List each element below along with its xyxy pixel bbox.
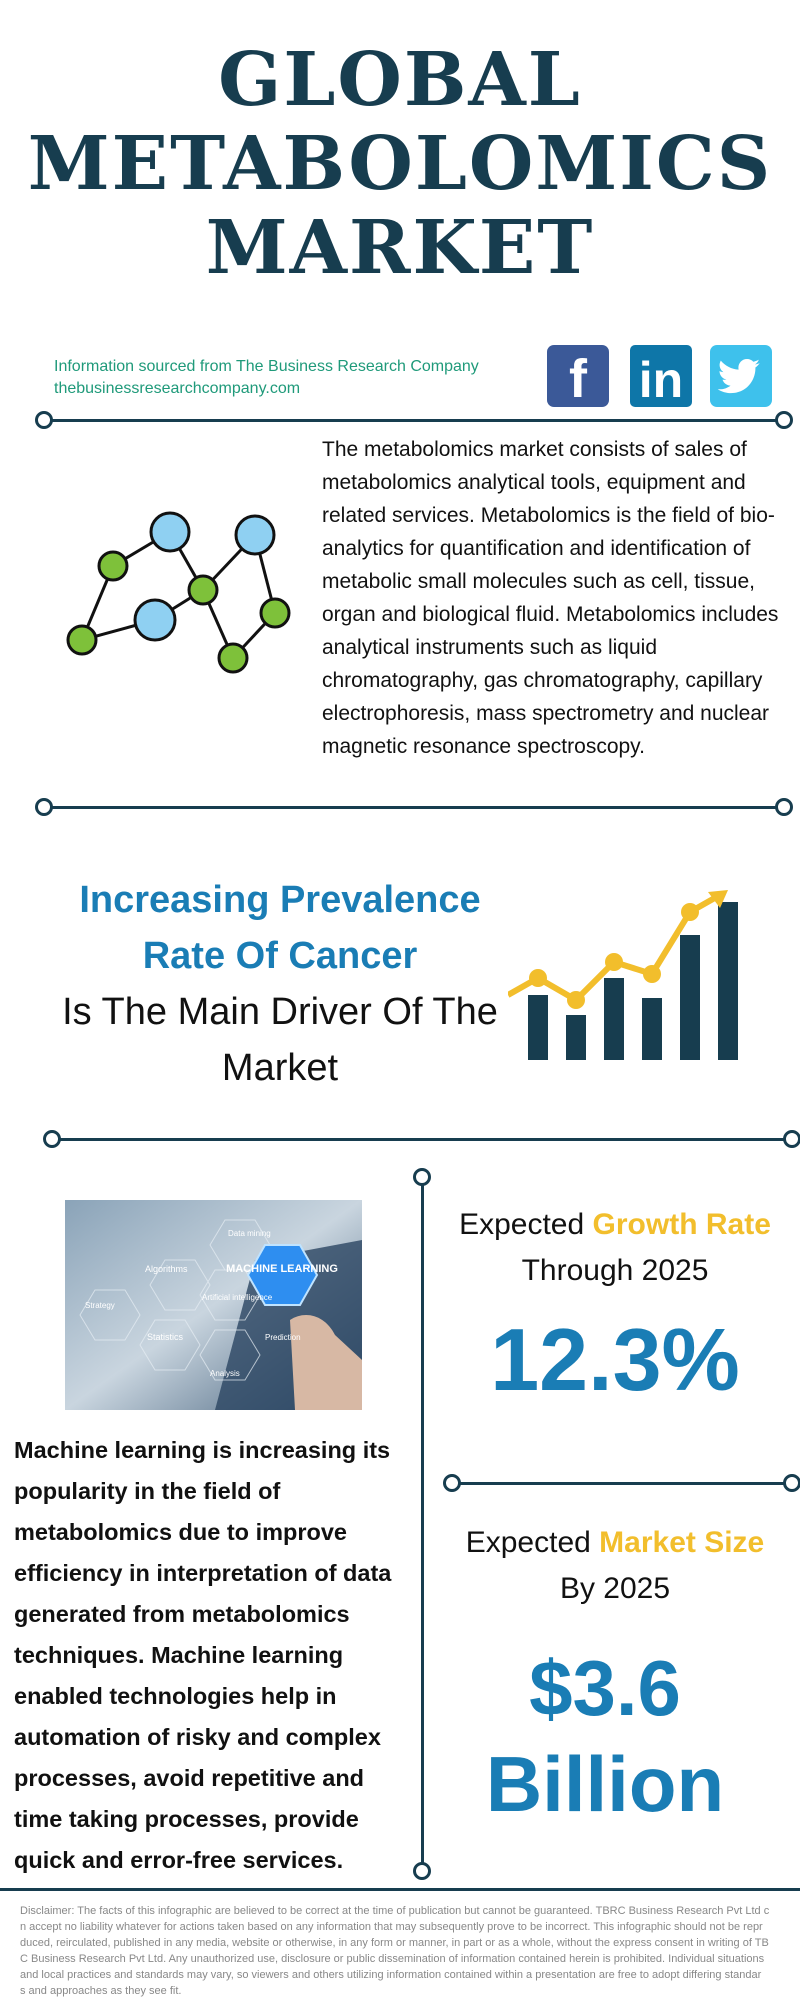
disclaimer-line: C Business Research Pvt Ltd. Any unautho…	[20, 1951, 800, 1967]
divider-2-node-left	[35, 798, 53, 816]
page-title: GLOBAL METABOLOMICS MARKET	[0, 38, 800, 290]
title-line-1: GLOBAL	[0, 38, 800, 122]
driver-rest: Is The Main Driver Of The Market	[40, 984, 520, 1096]
market-value-2: Billion	[420, 1736, 790, 1832]
disclaimer-line: s and approaches as they see fit.	[20, 1983, 800, 1999]
divider-1-node-right	[775, 411, 793, 429]
divider-4-node-left	[443, 1474, 461, 1492]
growth-accent: Growth Rate	[593, 1208, 771, 1241]
market-size-value: $3.6 Billion	[420, 1640, 790, 1832]
driver-statement: Increasing Prevalence Rate Of Cancer Is …	[40, 872, 520, 1096]
source-info: Information sourced from The Business Re…	[54, 356, 479, 400]
growth-prefix: Expected	[459, 1208, 584, 1241]
photo-data-mining: Data mining	[228, 1229, 271, 1238]
market-value-1: $3.6	[420, 1640, 790, 1736]
growth-chart-icon	[508, 890, 754, 1060]
photo-ml-label: MACHINE LEARNING	[226, 1263, 338, 1275]
driver-highlight-1: Increasing Prevalence	[40, 872, 520, 928]
divider-1-node-left	[35, 411, 53, 429]
photo-analysis: Analysis	[210, 1369, 240, 1378]
twitter-icon[interactable]	[710, 345, 772, 407]
source-url[interactable]: thebusinessresearchcompany.com	[54, 378, 479, 400]
photo-statistics: Statistics	[147, 1332, 184, 1342]
disclaimer-line: and local practices and standards may va…	[20, 1967, 800, 1983]
photo-algorithms: Algorithms	[145, 1264, 188, 1274]
disclaimer-divider	[0, 1888, 800, 1891]
divider-1	[44, 419, 784, 422]
divider-3	[52, 1138, 792, 1141]
disclaimer-line: n accept no liability whatever for actio…	[20, 1919, 800, 1935]
growth-rate-value: 12.3%	[430, 1310, 800, 1410]
molecule-icon	[55, 500, 305, 690]
machine-learning-text: Machine learning is increasing its popul…	[14, 1430, 414, 1881]
growth-rate-label: Expected Growth Rate Through 2025	[430, 1202, 800, 1294]
title-line-2: METABOLOMICS	[0, 122, 800, 206]
divider-2	[44, 806, 784, 809]
facebook-letter: f	[569, 349, 588, 407]
disclaimer-line: Disclaimer: The facts of this infographi…	[20, 1903, 800, 1919]
growth-suffix: Through 2025	[430, 1248, 800, 1294]
disclaimer-line: duced, reirculated, published in any med…	[20, 1935, 800, 1951]
market-size-label: Expected Market Size By 2025	[430, 1520, 800, 1612]
facebook-icon[interactable]: f	[547, 345, 609, 407]
divider-4	[452, 1482, 792, 1485]
divider-3-node-left	[43, 1130, 61, 1148]
machine-learning-photo: MACHINE LEARNING Data mining Algorithms …	[65, 1200, 362, 1410]
market-accent: Market Size	[599, 1526, 764, 1559]
market-suffix: By 2025	[430, 1566, 800, 1612]
photo-prediction: Prediction	[265, 1333, 301, 1342]
disclaimer: Disclaimer: The facts of this infographi…	[20, 1903, 800, 1999]
divider-2-node-right	[775, 798, 793, 816]
photo-strategy: Strategy	[85, 1301, 115, 1310]
title-line-3: MARKET	[0, 206, 800, 290]
photo-ai: Artificial intelligence	[202, 1293, 273, 1302]
vertical-node-top	[413, 1168, 431, 1186]
market-prefix: Expected	[466, 1526, 591, 1559]
intro-text: The metabolomics market consists of sale…	[322, 433, 782, 763]
linkedin-icon[interactable]: in	[630, 345, 692, 407]
source-line: Information sourced from The Business Re…	[54, 356, 479, 378]
vertical-node-bottom	[413, 1862, 431, 1880]
linkedin-letters: in	[639, 352, 683, 407]
divider-4-node-right	[783, 1474, 800, 1492]
divider-3-node-right	[783, 1130, 800, 1148]
driver-highlight-2: Rate Of Cancer	[40, 928, 520, 984]
